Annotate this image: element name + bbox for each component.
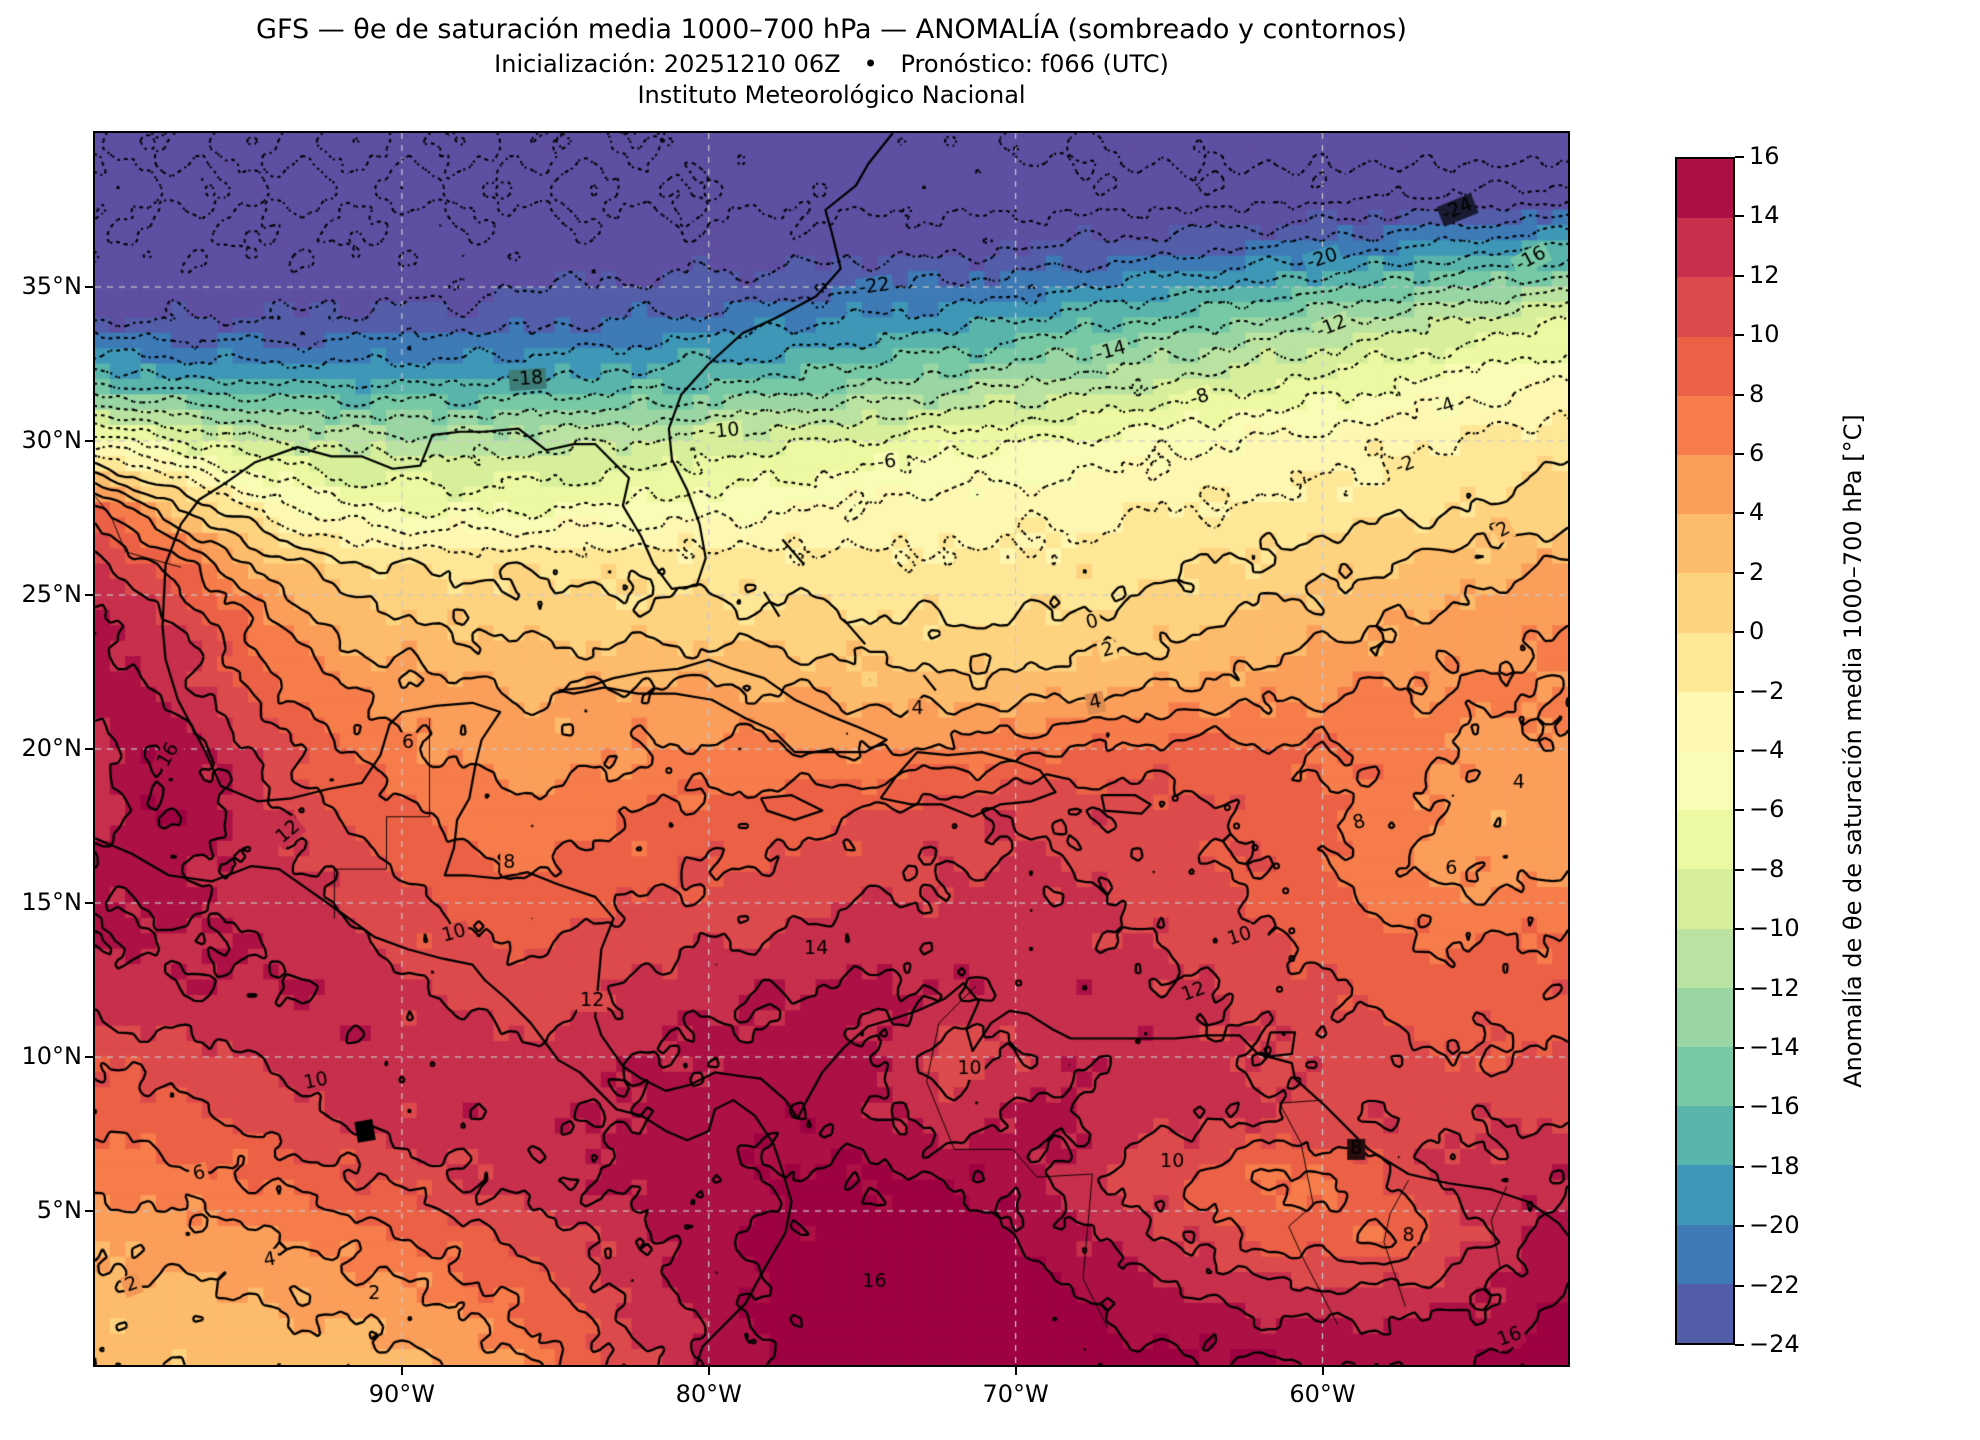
colorbar-tick-label: −2 <box>1749 676 1785 705</box>
y-tick-mark <box>85 594 93 596</box>
y-tick-mark <box>85 440 93 442</box>
y-tick-mark <box>85 748 93 750</box>
colorbar-tick-mark <box>1735 750 1744 752</box>
colorbar-bin <box>1677 869 1733 929</box>
colorbar-tick-mark <box>1735 987 1744 990</box>
y-tick-label: 10°N <box>21 1042 83 1070</box>
colorbar-tick-mark <box>1735 274 1744 277</box>
colorbar-tick-mark <box>1735 156 1744 158</box>
colorbar-tick-label: −20 <box>1749 1211 1800 1240</box>
colorbar-bin <box>1677 573 1733 633</box>
y-tick-mark <box>85 902 93 904</box>
x-tick-label: 60°W <box>1289 1380 1356 1408</box>
colorbar-tick-mark <box>1735 334 1744 337</box>
x-tick-label: 80°W <box>675 1380 742 1408</box>
colorbar-tick-mark <box>1735 1284 1744 1287</box>
colorbar-tick-label: −12 <box>1749 973 1800 1002</box>
y-tick-mark <box>85 286 93 288</box>
colorbar-tick-label: 8 <box>1749 379 1765 408</box>
colorbar-tick-label: −8 <box>1749 854 1785 883</box>
colorbar-tick-label: −22 <box>1749 1270 1800 1299</box>
colorbar-bin <box>1677 218 1733 278</box>
colorbar-bin <box>1677 514 1733 574</box>
colorbar-tick-label: −24 <box>1749 1330 1800 1358</box>
y-tick-label: 25°N <box>21 580 83 608</box>
colorbar-tick-mark <box>1735 809 1744 812</box>
colorbar-tick-label: −16 <box>1749 1092 1800 1121</box>
y-tick-label: 30°N <box>21 426 83 454</box>
colorbar-tick-label: 16 <box>1749 142 1780 170</box>
colorbar <box>1675 157 1735 1345</box>
x-tick-label: 70°W <box>982 1380 1049 1408</box>
colorbar-bin <box>1677 751 1733 811</box>
colorbar-bin <box>1677 928 1733 988</box>
colorbar-bin <box>1677 810 1733 870</box>
colorbar-tick-mark <box>1735 868 1744 871</box>
colorbar-bin <box>1677 987 1733 1048</box>
colorbar-tick-mark <box>1735 215 1744 218</box>
y-tick-mark <box>85 1210 93 1212</box>
chart-subtitle-init-forecast: Inicialización: 20251210 06Z • Pronóstic… <box>494 50 1169 78</box>
colorbar-tick-mark <box>1735 1225 1744 1228</box>
colorbar-tick-mark <box>1735 631 1744 634</box>
colorbar-tick-label: 2 <box>1749 557 1765 586</box>
colorbar-bin <box>1677 691 1733 752</box>
colorbar-tick-label: 10 <box>1749 320 1780 349</box>
y-tick-label: 35°N <box>21 272 83 300</box>
colorbar-tick-label: 14 <box>1749 201 1780 230</box>
x-tick-mark <box>1321 1367 1324 1375</box>
colorbar-bin <box>1677 277 1733 337</box>
colorbar-tick-label: −6 <box>1749 795 1785 824</box>
colorbar-tick-mark <box>1735 1106 1744 1109</box>
colorbar-bin <box>1677 1165 1733 1225</box>
colorbar-bin <box>1677 159 1733 219</box>
colorbar-tick-label: −4 <box>1749 736 1785 764</box>
colorbar-tick-mark <box>1735 393 1744 396</box>
x-tick-mark <box>400 1367 403 1375</box>
colorbar-bin <box>1677 395 1733 456</box>
colorbar-tick-label: 0 <box>1749 617 1765 646</box>
colorbar-bin <box>1677 1224 1733 1284</box>
colorbar-tick-mark <box>1735 453 1744 455</box>
x-tick-mark <box>1014 1367 1017 1375</box>
colorbar-tick-label: −10 <box>1749 914 1800 943</box>
chart-title: GFS — θe de saturación media 1000–700 hP… <box>256 14 1407 45</box>
colorbar-bin <box>1677 455 1733 515</box>
y-tick-label: 5°N <box>36 1196 82 1224</box>
colorbar-tick-mark <box>1735 1344 1744 1346</box>
x-tick-label: 90°W <box>368 1380 436 1408</box>
colorbar-tick-label: −18 <box>1749 1151 1800 1180</box>
colorbar-tick-mark <box>1735 928 1744 931</box>
colorbar-bin <box>1677 1106 1733 1166</box>
colorbar-bin <box>1677 632 1733 692</box>
chart-source-institution: Instituto Meteorológico Nacional <box>637 81 1026 109</box>
colorbar-tick-label: −14 <box>1749 1033 1800 1061</box>
y-tick-label: 15°N <box>21 888 83 916</box>
colorbar-tick-mark <box>1735 1047 1744 1049</box>
colorbar-tick-mark <box>1735 1165 1744 1168</box>
colorbar-tick-label: 6 <box>1749 439 1765 467</box>
colorbar-bin <box>1677 336 1733 396</box>
y-tick-label: 20°N <box>21 734 83 762</box>
x-tick-mark <box>707 1367 710 1375</box>
colorbar-label: Anomalía de θe de saturación media 1000–… <box>1839 414 1867 1088</box>
colorbar-tick-mark <box>1735 571 1744 574</box>
map-frame <box>93 131 1570 1367</box>
colorbar-tick-label: 4 <box>1749 498 1765 527</box>
colorbar-bin <box>1677 1283 1733 1344</box>
colorbar-bin <box>1677 1047 1733 1107</box>
colorbar-tick-label: 12 <box>1749 260 1780 289</box>
anomaly-map-canvas <box>95 133 1568 1365</box>
y-tick-mark <box>85 1056 93 1058</box>
colorbar-tick-mark <box>1735 690 1744 693</box>
colorbar-tick-mark <box>1735 512 1744 515</box>
